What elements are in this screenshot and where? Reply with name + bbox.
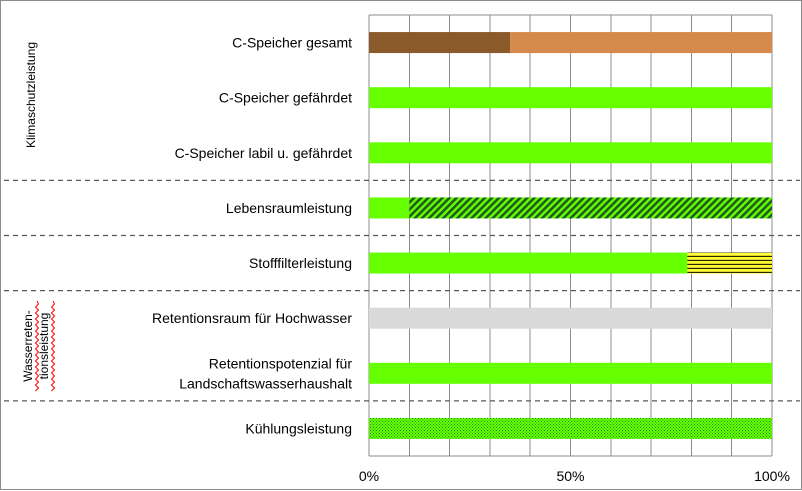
group-label: Klimaschutzleistung [24,42,38,148]
bar-segment-0-1 [510,32,772,54]
category-label: Lebensraumleistung [226,200,352,216]
bar-segment-6-0 [369,362,772,384]
category-label: Kühlungsleistung [245,420,352,436]
bars-layer [369,32,772,439]
category-label: C-Speicher gefährdet [219,90,352,106]
bar-segment-3-1 [409,197,772,219]
spellcheck-underline [34,300,40,392]
bar-segment-4-0 [369,252,688,274]
grid-layer [4,14,800,457]
category-label: Landschaftswasserhaushalt [179,375,352,391]
category-label: C-Speicher gesamt [232,35,352,51]
category-labels: C-Speicher gesamt C-Speicher gefährdet C-S… [152,35,352,437]
bar-segment-0-0 [369,32,511,54]
x-axis-ticks: 0% 50% 100% [359,468,790,484]
bar-segment-5-0 [369,307,772,329]
group-label: Wasserreten- [21,310,35,382]
category-label: C-Speicher labil u. gefährdet [175,145,353,161]
x-tick-label: 0% [359,468,379,484]
group-label: tionsleistung [37,313,51,380]
x-tick-label: 100% [754,468,790,484]
category-label: Retentionspotenzial für [209,355,353,371]
bar-segment-1-0 [369,87,772,109]
category-label: Stofffilterleistung [249,255,352,271]
bar-segment-4-1 [687,252,772,274]
category-label: Retentionsraum für Hochwasser [152,310,352,326]
bar-segment-2-0 [369,142,772,164]
bar-segment-7-0 [369,417,772,439]
group-labels: Klimaschutzleistung Wasserreten-tionsleis… [21,42,56,392]
spellcheck-underline [50,300,56,392]
bar-segment-3-0 [369,197,410,219]
x-tick-label: 50% [556,468,584,484]
